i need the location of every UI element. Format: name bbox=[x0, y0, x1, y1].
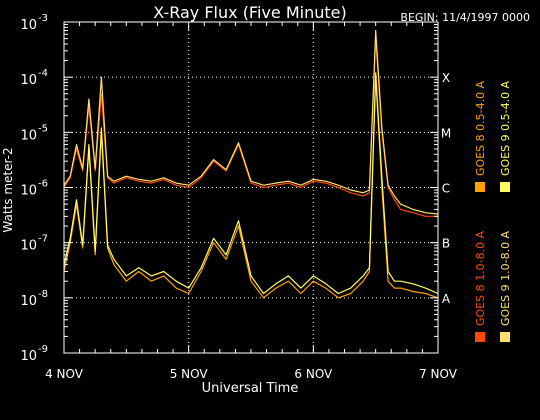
y-tick-exponent: -6 bbox=[38, 179, 48, 190]
x-tick-labels: 4 NOV 5 NOV 6 NOV 7 NOV bbox=[45, 367, 458, 381]
flare-class-label: M bbox=[441, 126, 451, 140]
flare-class-label: A bbox=[442, 292, 451, 306]
y-tick-label: 10 -5 bbox=[20, 123, 48, 143]
legend-swatch bbox=[475, 182, 485, 192]
begin-label: BEGIN: 11/4/1997 0000 bbox=[400, 11, 530, 24]
y-tick-base: 10 bbox=[20, 184, 37, 199]
legend-label: GOES 8 0.5-4.0 A bbox=[474, 80, 487, 176]
y-tick-exponent: -8 bbox=[38, 289, 48, 300]
legend-swatch bbox=[475, 332, 485, 342]
y-tick-label: 10 -6 bbox=[20, 179, 48, 199]
y-tick-label: 10 -7 bbox=[20, 234, 48, 254]
x-tick-label: 6 NOV bbox=[294, 367, 333, 381]
y-tick-exponent: -5 bbox=[38, 123, 48, 134]
legend-label: GOES 9 1.0-8.0 A bbox=[499, 230, 512, 326]
legend: GOES 8 1.0-8.0 A GOES 8 0.5-4.0 A GOES 9 1… bbox=[474, 80, 512, 342]
x-axis-label: Universal Time bbox=[202, 381, 299, 396]
x-tick-label: 7 NOV bbox=[419, 367, 458, 381]
y-tick-exponent: -4 bbox=[38, 68, 48, 79]
y-tick-label: 10 -4 bbox=[20, 68, 48, 88]
x-tick-label: 4 NOV bbox=[45, 367, 84, 381]
flare-class-labels: X M C B A bbox=[441, 71, 451, 306]
legend-swatch bbox=[500, 182, 510, 192]
y-axis-label: Watts meter-2 bbox=[1, 147, 15, 232]
y-tick-base: 10 bbox=[20, 73, 37, 88]
y-tick-base: 10 bbox=[20, 349, 37, 364]
flare-class-label: X bbox=[442, 71, 450, 85]
chart-title: X-Ray Flux (Five Minute) bbox=[153, 3, 346, 22]
series-line bbox=[63, 72, 439, 295]
y-tick-base: 10 bbox=[20, 294, 37, 309]
legend-label: GOES 9 0.5-4.0 A bbox=[499, 80, 512, 176]
y-tick-base: 10 bbox=[20, 18, 37, 33]
y-tick-exponent: -9 bbox=[38, 344, 48, 355]
legend-entry: GOES 8 1.0-8.0 A bbox=[474, 230, 487, 342]
y-tick-label: 10 -8 bbox=[20, 289, 48, 309]
legend-entry: GOES 9 0.5-4.0 A bbox=[499, 80, 512, 192]
series-layer bbox=[63, 29, 439, 299]
series-line bbox=[63, 29, 439, 215]
ticks bbox=[63, 21, 439, 354]
y-tick-exponent: -7 bbox=[38, 234, 48, 245]
legend-entry: GOES 8 0.5-4.0 A bbox=[474, 80, 487, 192]
y-tick-exponent: -3 bbox=[38, 13, 48, 24]
y-tick-label: 10 -9 bbox=[20, 344, 48, 364]
flare-class-label: B bbox=[442, 237, 450, 251]
legend-entry: GOES 9 1.0-8.0 A bbox=[499, 230, 512, 342]
y-tick-label: 10 -3 bbox=[20, 13, 48, 33]
y-tick-labels: 10-310-410-510-610-710-810-9 bbox=[20, 13, 48, 364]
legend-swatch bbox=[500, 332, 510, 342]
flare-class-label: C bbox=[442, 182, 450, 196]
legend-label: GOES 8 1.0-8.0 A bbox=[474, 230, 487, 326]
x-tick-label: 5 NOV bbox=[170, 367, 209, 381]
y-tick-base: 10 bbox=[20, 128, 37, 143]
y-tick-base: 10 bbox=[20, 239, 37, 254]
